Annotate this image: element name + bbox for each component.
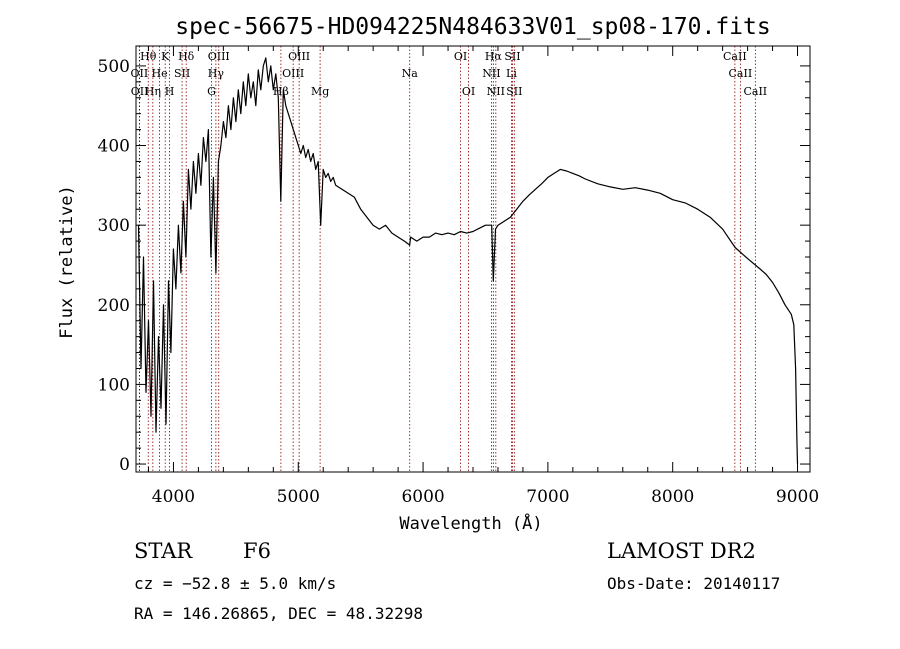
x-tick-label: 8000	[651, 487, 694, 507]
spectral-line-label: OI	[454, 50, 467, 63]
spectral-line-label: OII	[131, 67, 149, 80]
spectral-line-label: K	[161, 50, 170, 63]
spectral-line-label: OIII	[282, 67, 304, 80]
spectral-line-label: OIII	[208, 50, 230, 63]
spectral-line-label: SII	[504, 50, 520, 63]
spectral-line-label: Hθ	[140, 50, 157, 63]
object-class: STAR	[134, 539, 193, 563]
spectral-line-label: Hγ	[208, 67, 225, 80]
y-tick-label: 400	[98, 137, 130, 157]
y-tick-label: 200	[98, 296, 130, 316]
spectral-line-label: NII	[482, 67, 500, 80]
spectral-line-label: CaII	[743, 85, 767, 98]
x-tick-label: 9000	[776, 487, 819, 507]
y-tick-label: 500	[98, 57, 130, 77]
spectral-line-label: Mg	[311, 85, 329, 98]
x-tick-label: 4000	[152, 487, 195, 507]
chart-title: spec-56675-HD094225N484633V01_sp08-170.f…	[175, 14, 770, 40]
spectral-line-label: Hα	[485, 50, 503, 63]
y-tick-label: 0	[119, 455, 130, 475]
spectral-line-label: He	[152, 67, 168, 80]
spectral-line-label: OIII	[288, 50, 310, 63]
x-tick-label: 5000	[277, 487, 320, 507]
survey-name: LAMOST DR2	[607, 539, 756, 563]
spectral-line-label: G	[207, 85, 216, 98]
redshift-cz: cz = −52.8 ± 5.0 km/s	[134, 574, 336, 593]
spectrum-series	[139, 58, 798, 464]
spectral-line-label: SII	[174, 67, 190, 80]
spectral-line-label: SII	[506, 85, 522, 98]
axis-tick-labels: 4000 5000 6000 7000 8000 9000 0 100 200 300 400 500	[98, 57, 820, 507]
coordinates: RA = 146.26865, DEC = 48.32298	[134, 604, 423, 623]
spectral-line-label: Hδ	[178, 50, 195, 63]
spectral-line-label: CaII	[723, 50, 747, 63]
x-tick-label: 6000	[401, 487, 444, 507]
spectral-line-label: Hβ	[273, 85, 289, 98]
x-tick-label: 7000	[526, 487, 569, 507]
spectral-line-label: Li	[506, 67, 517, 80]
spectrum-line	[139, 58, 798, 464]
spectral-line-label: OI	[462, 85, 475, 98]
x-axis-title: Wavelength (Å)	[399, 512, 542, 534]
spectral-line-label: NII	[487, 85, 505, 98]
y-tick-label: 300	[98, 216, 130, 236]
y-axis-title: Flux (relative)	[57, 185, 77, 339]
spectral-line-label: CaII	[729, 67, 753, 80]
observation-date: Obs-Date: 20140117	[607, 574, 780, 593]
object-subclass: F6	[243, 539, 271, 563]
spectral-line-label: H	[165, 85, 175, 98]
y-tick-label: 100	[98, 375, 130, 395]
spectral-line-markers	[139, 46, 755, 472]
spectral-line-label: Hη	[145, 85, 161, 98]
spectral-line-label: Na	[402, 67, 419, 80]
